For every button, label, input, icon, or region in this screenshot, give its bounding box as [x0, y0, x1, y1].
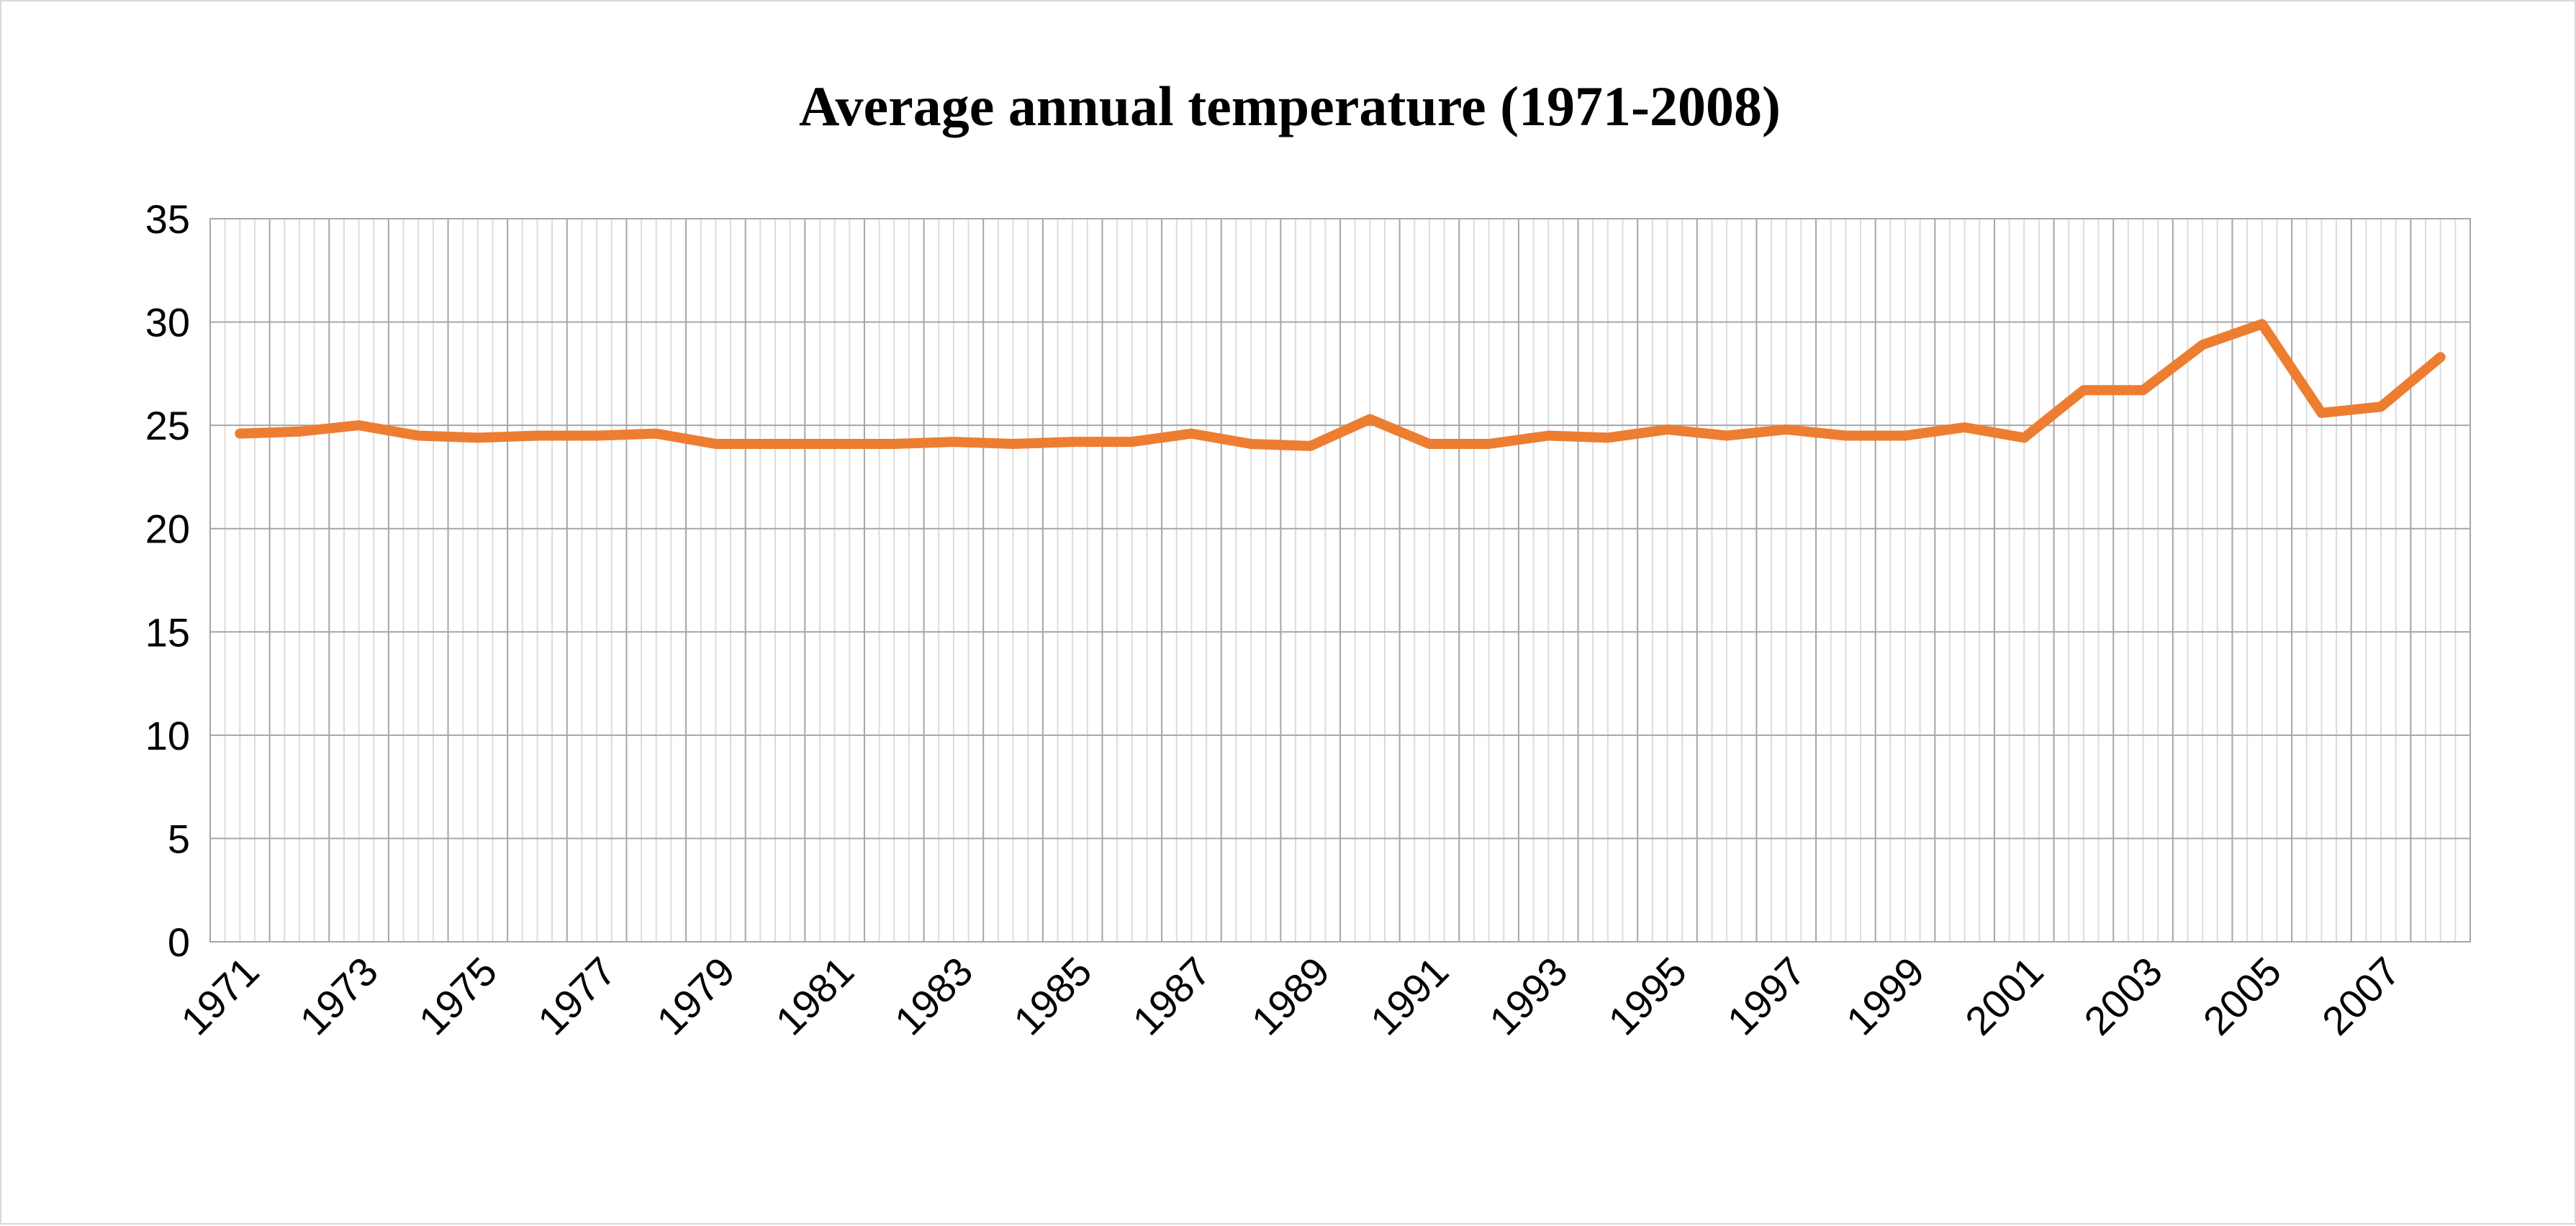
x-tick-label: 1999 — [1838, 948, 1933, 1044]
y-tick-label: 20 — [145, 507, 190, 552]
data-point — [297, 430, 301, 433]
x-tick-label: 1995 — [1599, 948, 1695, 1044]
x-tick-label: 2001 — [1956, 948, 2052, 1044]
data-point — [1071, 440, 1075, 444]
x-tick-label: 1973 — [291, 948, 387, 1044]
data-point — [1784, 427, 1788, 431]
x-tick-label: 1997 — [1719, 948, 1815, 1044]
data-point — [1904, 434, 1907, 437]
y-axis-ticks: 0 5 10 15 20 25 30 35 — [145, 196, 190, 965]
data-point — [2082, 389, 2085, 392]
data-point — [833, 442, 836, 445]
data-point — [1309, 444, 1312, 448]
data-point — [1190, 432, 1193, 435]
data-point — [1963, 426, 1966, 430]
data-point — [476, 436, 479, 440]
data-point — [774, 442, 777, 445]
data-point — [1368, 417, 1372, 421]
data-point — [595, 434, 599, 437]
data-point — [2439, 355, 2442, 359]
chart-title: Average annual temperature (1971-2008) — [799, 75, 1781, 137]
data-point — [417, 434, 420, 437]
data-point — [357, 424, 361, 427]
data-point — [2380, 405, 2383, 409]
data-point — [1606, 436, 1609, 440]
data-point — [714, 442, 718, 445]
data-point — [1487, 442, 1491, 445]
data-point — [952, 440, 955, 444]
x-tick-label: 1991 — [1362, 948, 1458, 1044]
data-point — [1725, 434, 1729, 437]
data-point — [1011, 442, 1015, 445]
data-point — [2023, 436, 2026, 440]
x-tick-label: 1979 — [648, 948, 744, 1044]
data-point — [892, 442, 896, 445]
data-point — [654, 432, 658, 435]
data-point — [1844, 434, 1848, 437]
x-tick-label: 1983 — [886, 948, 982, 1044]
grid-layer — [210, 218, 2470, 943]
data-point — [2320, 411, 2323, 414]
y-tick-label: 5 — [168, 816, 190, 861]
y-tick-label: 10 — [145, 713, 190, 758]
y-tick-label: 15 — [145, 609, 190, 655]
data-point — [1130, 440, 1134, 444]
series-layer — [235, 319, 2446, 451]
x-tick-label: 1975 — [410, 948, 506, 1044]
x-tick-label: 1987 — [1124, 948, 1219, 1044]
data-point — [238, 432, 242, 435]
x-tick-label: 1985 — [1005, 948, 1101, 1044]
data-point — [1666, 427, 1669, 431]
data-point — [2260, 322, 2264, 326]
data-point — [1547, 434, 1550, 437]
x-tick-label: 2003 — [2075, 948, 2171, 1044]
data-point — [535, 434, 539, 437]
x-tick-label: 2007 — [2313, 948, 2409, 1044]
data-point — [2141, 389, 2145, 392]
x-tick-label: 1981 — [767, 948, 862, 1044]
data-point — [1427, 442, 1431, 445]
x-tick-label: 2005 — [2195, 948, 2290, 1044]
data-point — [2201, 343, 2205, 347]
data-point — [1249, 442, 1253, 445]
y-tick-label: 0 — [168, 920, 190, 965]
series-line — [235, 319, 2446, 451]
x-tick-label: 1993 — [1481, 948, 1576, 1044]
x-tick-label: 1977 — [529, 948, 625, 1044]
y-tick-label: 35 — [145, 196, 190, 242]
y-tick-label: 30 — [145, 300, 190, 345]
x-axis-ticks: 1971 1973 1975 1977 1979 1981 1983 1985 1987 1989… — [172, 948, 2408, 1044]
y-tick-label: 25 — [145, 403, 190, 448]
x-tick-label: 1989 — [1243, 948, 1339, 1044]
